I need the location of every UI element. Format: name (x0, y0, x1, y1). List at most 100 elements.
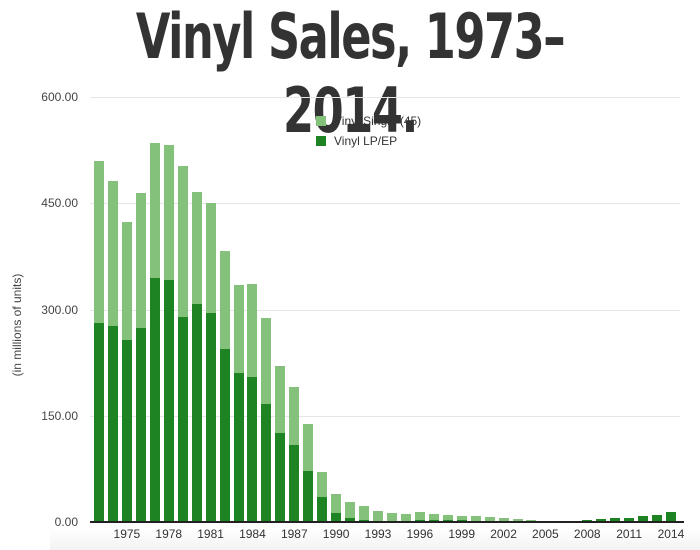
y-axis-label: (in millions of units) (10, 273, 24, 377)
bar-segment-lp (149, 278, 160, 522)
bar-segment-lp (317, 497, 328, 522)
x-tick-label: 2005 (532, 527, 559, 541)
legend-swatch-single (316, 116, 326, 126)
bar-1998 (442, 514, 453, 522)
y-tick-label: 150.00 (41, 408, 78, 423)
bar-segment-lp (359, 519, 370, 522)
y-tick-label: 0.00 (54, 515, 78, 529)
bar-segment-single (191, 191, 202, 304)
bar-segment-single (177, 166, 188, 317)
bar-segment-single (317, 471, 328, 498)
bar-segment-lp (665, 512, 676, 522)
bar-1973 (94, 160, 104, 522)
bar-segment-lp (345, 518, 356, 522)
bar-segment-single (163, 145, 174, 281)
bar-segment-lp (261, 403, 272, 522)
bar-1974 (107, 181, 118, 522)
bar-segment-lp (275, 432, 286, 522)
x-tick-label: 1993 (364, 527, 392, 541)
bar-segment-lp (289, 445, 300, 522)
bar-segment-lp (331, 513, 342, 522)
bar-segment-lp (233, 373, 244, 522)
bar-1975 (121, 222, 132, 522)
bar-segment-single (135, 193, 146, 328)
bar-2012 (638, 516, 649, 522)
bar-1977 (149, 143, 160, 522)
x-tick-label: 1990 (322, 527, 350, 541)
bar-1991 (345, 502, 356, 522)
legend-swatch-lp (316, 136, 326, 146)
bar-segment-single (540, 520, 551, 522)
x-tick-label: 1978 (155, 527, 183, 541)
bar-segment-single (149, 143, 160, 279)
bar-segment-single (303, 423, 314, 471)
bar-segment-lp (205, 313, 216, 522)
bar-segment-single (428, 514, 439, 520)
y-tick-label: 600.00 (41, 90, 78, 104)
bar-segment-lp (652, 514, 662, 522)
x-tick-label: 2002 (490, 527, 517, 541)
bar-1982 (219, 251, 230, 522)
x-tick-label: 2011 (616, 527, 642, 541)
bar-1981 (205, 202, 216, 522)
bar-segment-lp (191, 303, 202, 522)
bar-2010 (610, 518, 621, 522)
bar-1979 (177, 166, 188, 522)
y-tick-label: 300.00 (41, 302, 78, 317)
gridline (90, 415, 680, 417)
legend-label-single: Vinyl Single (45) (334, 114, 422, 128)
bar-1996 (414, 512, 425, 522)
gridline (90, 309, 680, 311)
x-tick-label: 1975 (113, 527, 141, 541)
bar-segment-lp (177, 316, 188, 522)
bar-1980 (191, 191, 202, 522)
bar-segment-single (484, 517, 495, 521)
bar-segment-lp (303, 470, 314, 522)
bar-segment-single (107, 181, 118, 326)
bar-2011 (624, 517, 635, 522)
bar-segment-single (359, 506, 370, 520)
bar-segment-lp (107, 325, 118, 522)
x-tick-label: 1981 (197, 527, 224, 541)
bar-segment-single (373, 510, 383, 521)
bar-1990 (331, 493, 342, 522)
bar-segment-single (442, 514, 453, 520)
bar-segment-lp (638, 516, 649, 522)
bar-segment-single (94, 160, 104, 323)
gridline (90, 203, 680, 205)
bar-segment-single (261, 318, 272, 404)
bar-segment-lp (219, 349, 230, 522)
bar-segment-lp (624, 517, 635, 522)
bar-1988 (303, 423, 314, 522)
bar-1999 (456, 515, 467, 522)
bar-segment-lp (94, 322, 104, 522)
bar-1992 (359, 506, 370, 522)
x-tick-label: 2008 (573, 527, 601, 541)
bar-segment-single (498, 517, 509, 521)
bar-1983 (233, 285, 244, 522)
bar-segment-lp (414, 519, 425, 522)
bar-segment-single (512, 519, 523, 522)
x-tick-label: 2014 (657, 527, 685, 541)
bar-segment-lp (247, 376, 258, 522)
bar-segment-single (205, 202, 216, 314)
bar-1989 (317, 471, 328, 522)
bar-2013 (652, 514, 662, 522)
x-tick-label: 1984 (239, 527, 266, 541)
bar-1978 (163, 145, 174, 522)
bar-segment-single (345, 502, 356, 519)
bar-2009 (596, 519, 607, 522)
bar-segment-single (470, 516, 481, 521)
bar-1986 (275, 366, 286, 522)
bar-segment-single (414, 512, 425, 520)
y-tick-label: 450.00 (41, 196, 78, 211)
bar-segment-single (219, 251, 230, 350)
bar-segment-single (121, 222, 132, 340)
bar-2008 (582, 519, 593, 522)
bar-1997 (428, 514, 439, 522)
x-tick-label: 1999 (448, 527, 476, 541)
legend-item-lp: Vinyl LP/EP (316, 131, 421, 151)
bar-segment-single (526, 519, 537, 522)
bar-segment-single (456, 515, 467, 520)
bar-segment-single (400, 514, 411, 521)
